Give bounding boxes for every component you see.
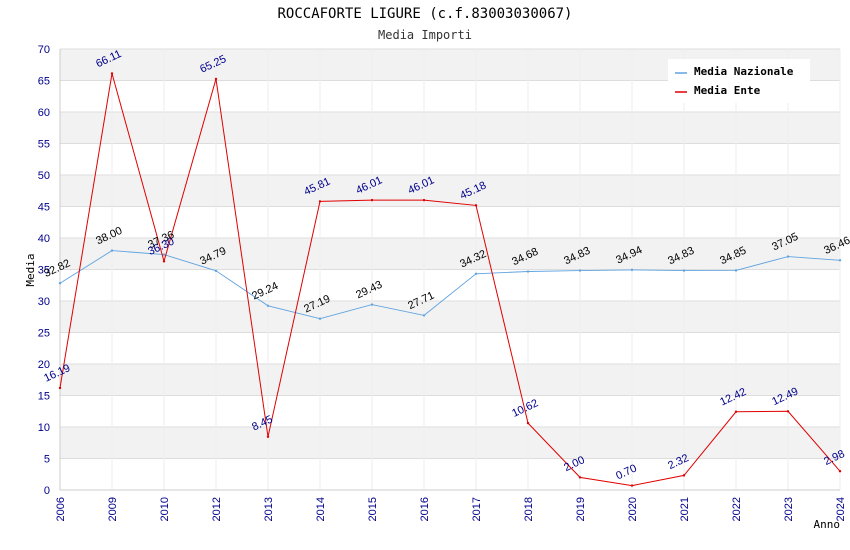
legend-label-media-ente: Media Ente: [694, 84, 761, 97]
y-tick-label: 40: [38, 233, 50, 245]
x-tick-label: 2009: [107, 497, 119, 521]
x-tick-label: 2006: [55, 497, 67, 521]
grid-bands: [60, 49, 840, 459]
x-tick-label: 2013: [263, 497, 275, 521]
data-point-media-ente: [214, 77, 218, 81]
grid-band: [60, 301, 840, 333]
legend-label-media-nazionale: Media Nazionale: [694, 65, 794, 78]
x-tick-label: 2018: [523, 497, 535, 521]
data-point-media-nazionale: [734, 269, 738, 272]
x-tick-label: 2014: [315, 497, 327, 521]
grid-band: [60, 175, 840, 207]
x-tick-label: 2021: [679, 497, 691, 521]
x-tick-label: 2010: [159, 497, 171, 521]
data-point-media-nazionale: [162, 253, 166, 256]
y-tick-label: 55: [38, 139, 50, 151]
y-tick-labels: 0 5 10 15 20 25 30 35 40 45 50 55 60 65 70: [38, 44, 50, 497]
data-label-media-ente: 10.62: [510, 397, 540, 420]
series-line-media-nazionale: [59, 250, 841, 320]
data-point-media-nazionale: [786, 255, 790, 258]
y-axis-label: Media: [24, 253, 37, 286]
y-tick-label: 0: [44, 485, 50, 497]
grid-band: [60, 112, 840, 144]
series-line-media-ente: [59, 73, 841, 487]
x-tick-label: 2020: [627, 497, 639, 521]
y-tick-label: 10: [38, 422, 50, 434]
data-point-media-nazionale: [110, 249, 114, 252]
data-point-media-ente: [734, 410, 738, 413]
x-tick-label: 2015: [367, 497, 379, 521]
series-lines: [58, 72, 842, 487]
grid-lines: [59, 48, 841, 490]
data-point-media-nazionale: [578, 269, 582, 272]
data-point-media-ente: [526, 421, 530, 425]
data-label-media-ente: 0.70: [614, 462, 638, 482]
data-point-media-nazionale: [266, 304, 270, 307]
x-tick-label: 2012: [211, 497, 223, 521]
y-tick-label: 25: [38, 328, 50, 340]
data-point-media-ente: [630, 484, 634, 487]
x-tick-label: 2023: [783, 497, 795, 521]
grid-band: [60, 427, 840, 459]
x-tick-label: 2019: [575, 497, 587, 521]
y-tick-label: 35: [38, 265, 50, 277]
grid-band: [60, 364, 840, 396]
data-point-media-ente: [58, 386, 62, 390]
y-tick-label: 45: [38, 202, 50, 214]
x-tick-labels: 2006 2009 2010 2012 2013 2014 2015 2016 2017 2018…: [55, 497, 847, 521]
y-tick-label: 65: [38, 76, 50, 88]
data-point-media-ente: [578, 476, 582, 479]
chart-title: ROCCAFORTE LIGURE (c.f.83003030067): [277, 6, 572, 22]
y-tick-label: 50: [38, 170, 50, 182]
x-tick-label: 2024: [835, 497, 847, 521]
y-tick-label: 20: [38, 359, 50, 371]
data-point-media-nazionale: [682, 269, 686, 272]
data-label-media-nazionale: 32.82: [42, 257, 72, 280]
data-point-media-nazionale: [318, 317, 322, 320]
y-tick-label: 5: [44, 454, 50, 466]
x-axis-label: Anno: [814, 518, 841, 531]
data-point-media-nazionale: [838, 259, 842, 262]
data-point-media-nazionale: [214, 269, 218, 273]
data-point-media-ente: [162, 260, 166, 263]
data-point-media-ente: [110, 72, 114, 75]
y-tick-label: 15: [38, 391, 50, 403]
data-point-media-ente: [474, 204, 478, 207]
x-tick-label: 2017: [471, 497, 483, 521]
data-point-media-ente: [786, 410, 790, 413]
chart-subtitle: Media Importi: [378, 28, 472, 42]
data-point-media-ente: [318, 200, 322, 203]
legend-box: [668, 59, 810, 103]
grid-band: [60, 238, 840, 270]
data-label-media-nazionale: 29.43: [354, 279, 384, 302]
data-point-media-nazionale: [58, 282, 62, 285]
data-point-media-ente: [266, 435, 270, 438]
data-point-media-nazionale: [474, 272, 478, 275]
x-tick-label: 2022: [731, 497, 743, 521]
legend: Media Nazionale Media Ente: [668, 59, 810, 103]
data-point-media-ente: [370, 198, 374, 202]
data-point-media-nazionale: [422, 314, 426, 317]
data-point-media-ente: [422, 198, 426, 202]
data-label-media-nazionale: 29.24: [250, 280, 280, 303]
y-tick-label: 60: [38, 107, 50, 119]
x-tick-label: 2016: [419, 497, 431, 521]
data-point-media-ente: [838, 470, 842, 473]
y-tick-label: 30: [38, 296, 50, 308]
data-point-media-nazionale: [630, 268, 634, 272]
data-point-media-nazionale: [526, 270, 530, 273]
y-tick-label: 70: [38, 44, 50, 56]
data-point-media-ente: [682, 474, 686, 477]
data-point-media-nazionale: [370, 303, 374, 306]
